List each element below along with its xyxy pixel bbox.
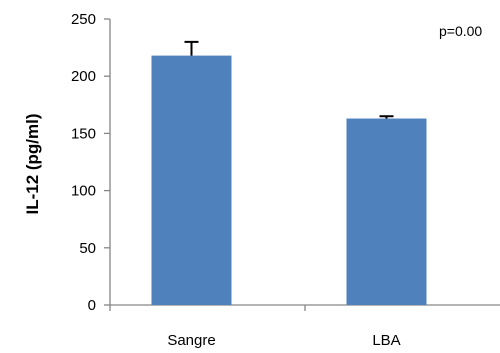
labels: 0 50 100 150 200 250 Sangre LBA [71,11,401,349]
y-tick-label: 0 [88,297,96,314]
y-tick-label: 200 [71,68,96,85]
bar [151,55,232,305]
x-category-label: Sangre [167,332,215,349]
p-value-annotation: p=0.00 [439,23,482,39]
y-tick-label: 100 [71,183,96,200]
y-tick-label: 250 [71,11,96,28]
y-axis-label: IL-12 (pg/ml) [23,113,42,214]
y-tick-label: 150 [71,125,96,142]
bar [346,118,427,305]
y-tick-label: 50 [79,240,96,257]
x-category-label: LBA [372,332,400,349]
bars [151,40,427,305]
